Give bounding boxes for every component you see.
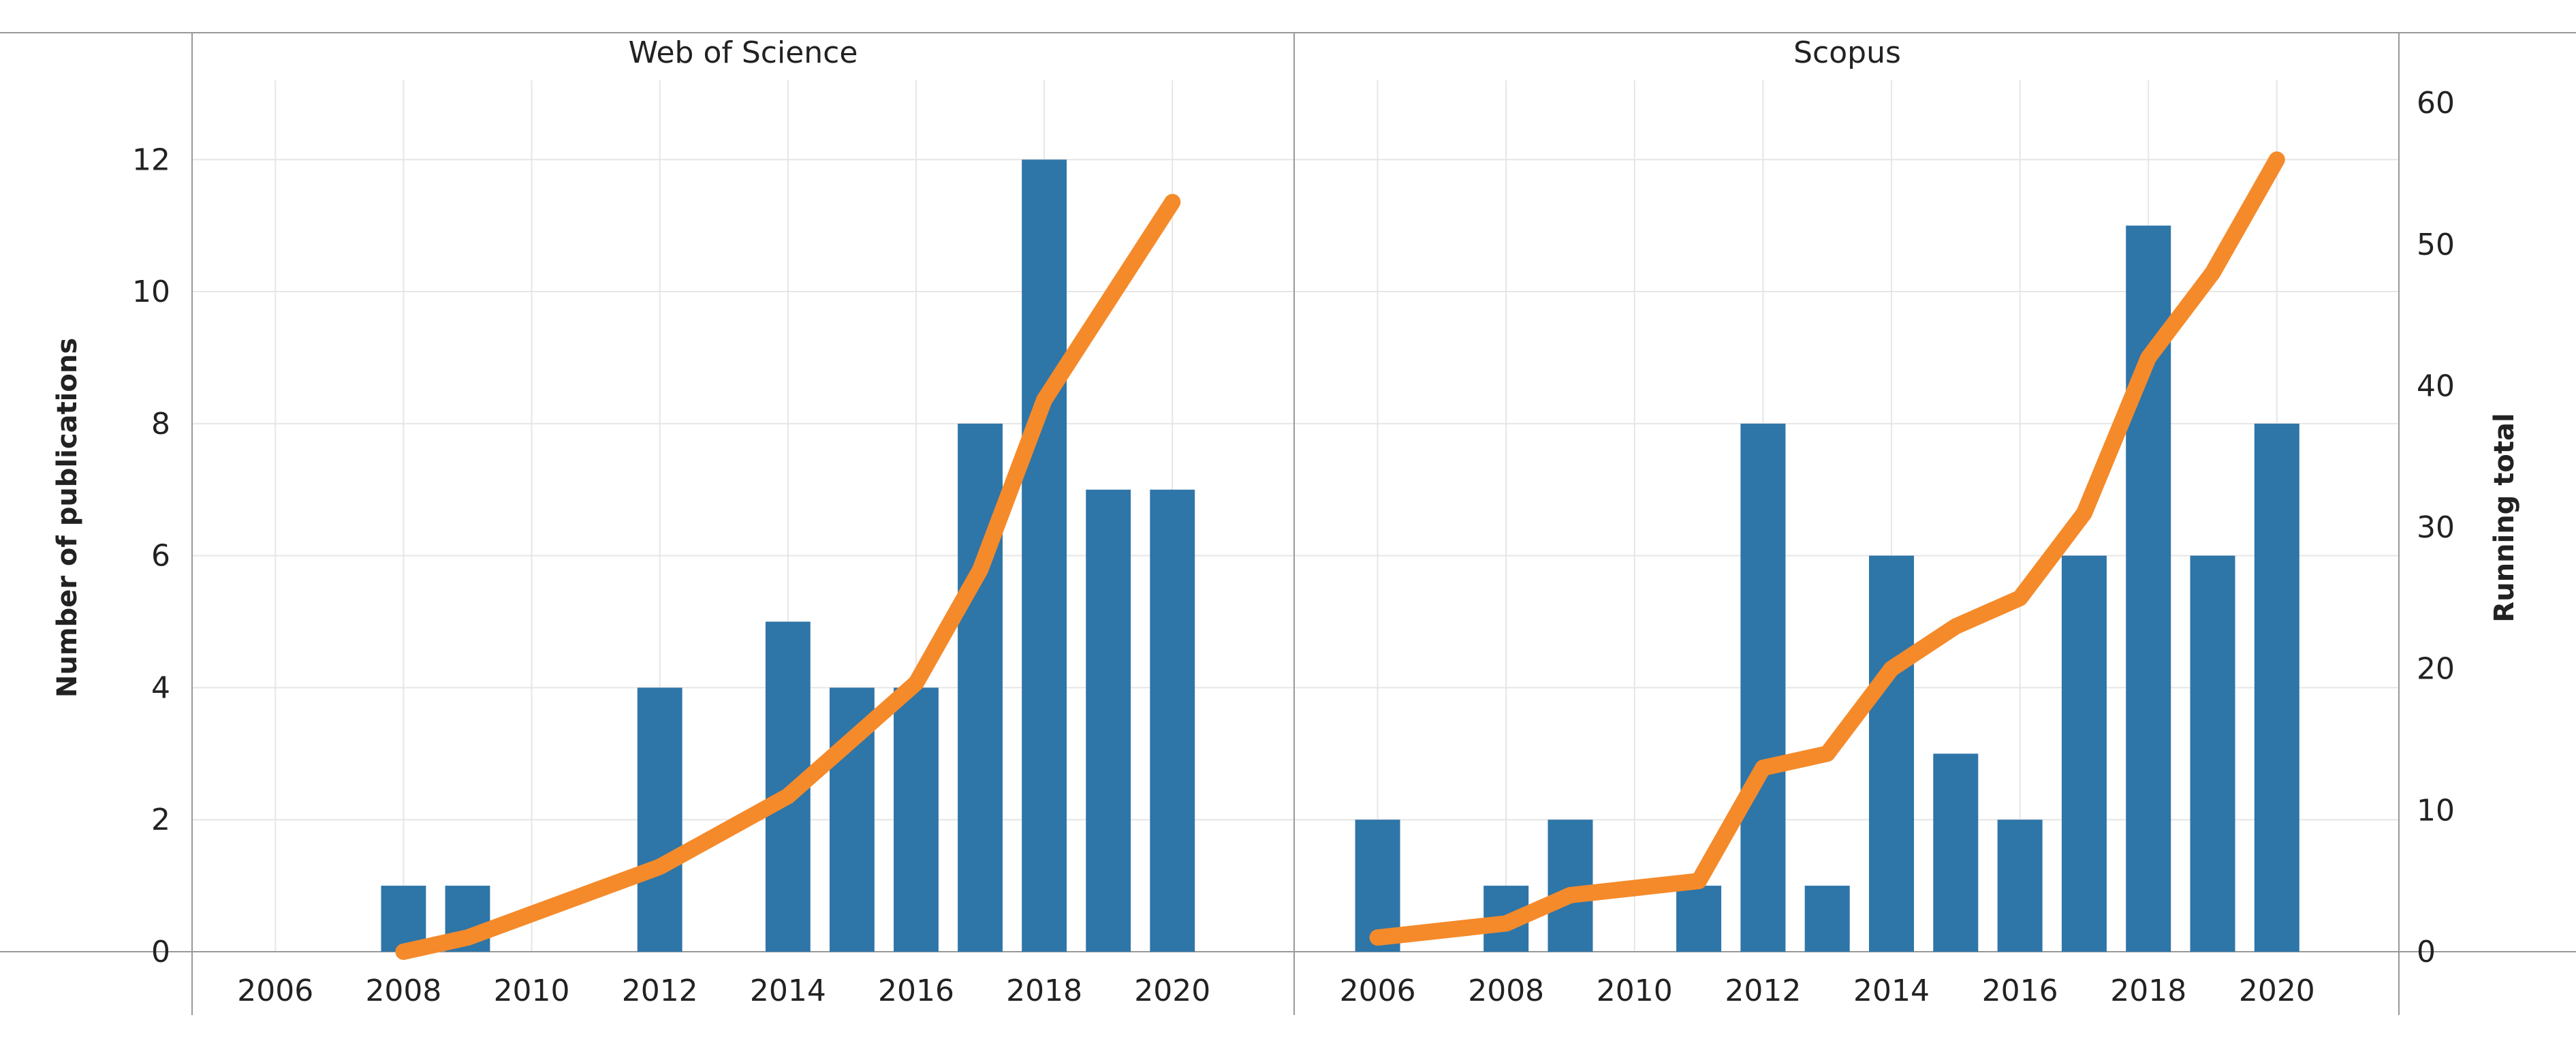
tick-labels: 0 2 4 6 8 10 12 0 10 20 30 40 50 60 2006 2008 2010 2012 20… [132, 86, 2455, 1008]
x-tick-label: 2016 [1982, 974, 2058, 1008]
y-right-tick-label: 20 [2417, 652, 2455, 687]
x-tick-label: 2012 [1725, 974, 1801, 1008]
x-tick-label: 2012 [622, 974, 698, 1008]
bar-2016 [1997, 820, 2043, 952]
x-tick-label: 2006 [1340, 974, 1416, 1008]
x-tick-label: 2014 [1853, 974, 1930, 1008]
y-left-tick-label: 4 [151, 670, 170, 705]
y-left-tick-label: 0 [151, 935, 170, 969]
bar-2020 [2254, 423, 2299, 952]
x-tick-label: 2018 [1006, 974, 1082, 1008]
y-right-tick-label: 30 [2417, 510, 2455, 545]
running-total-line [1369, 151, 2285, 946]
running-total-line [395, 193, 1181, 960]
y-left-tick-label: 2 [151, 803, 170, 837]
bar-2011 [1676, 886, 1722, 952]
x-tick-label: 2010 [494, 974, 570, 1008]
y-right-tick-label: 10 [2417, 793, 2455, 828]
bar-2020 [1150, 489, 1195, 952]
y-axis-title-right: Running total [2489, 413, 2520, 622]
y-right-tick-label: 50 [2417, 228, 2455, 262]
x-tick-label: 2020 [1134, 974, 1210, 1008]
x-tick-label: 2020 [2239, 974, 2315, 1008]
axes [0, 32, 2576, 1015]
bar-2015 [1933, 753, 1979, 952]
bar-2017 [958, 423, 1003, 952]
y-left-tick-label: 6 [151, 539, 170, 574]
bar-2017 [2061, 555, 2107, 952]
x-tick-label: 2008 [1468, 974, 1544, 1008]
bar-2014 [1869, 555, 1915, 952]
y-right-tick-label: 0 [2417, 935, 2436, 969]
bars [381, 159, 2299, 952]
running-total-lines [395, 151, 2285, 960]
panel-title-scopus: Scopus [1793, 35, 1901, 70]
y-left-tick-label: 10 [132, 275, 170, 309]
panel-title-web-of-science: Web of Science [629, 35, 858, 70]
y-left-tick-label: 12 [132, 142, 170, 177]
x-tick-label: 2006 [237, 974, 313, 1008]
bar-2018 [1022, 159, 1067, 952]
bar-2016 [894, 687, 939, 952]
y-right-tick-label: 60 [2417, 86, 2455, 121]
bar-2019 [2190, 555, 2235, 952]
bar-2012 [1740, 423, 1786, 952]
x-tick-label: 2018 [2110, 974, 2186, 1008]
x-tick-label: 2016 [878, 974, 954, 1008]
x-tick-label: 2008 [365, 974, 441, 1008]
bar-2012 [637, 687, 682, 952]
x-tick-label: 2014 [750, 974, 826, 1008]
bar-2013 [1804, 886, 1850, 952]
x-tick-label: 2010 [1597, 974, 1673, 1008]
y-left-tick-label: 8 [151, 407, 170, 441]
bar-2019 [1086, 489, 1131, 952]
y-axis-title-left: Number of publications [52, 338, 83, 698]
y-right-tick-label: 40 [2417, 369, 2455, 403]
